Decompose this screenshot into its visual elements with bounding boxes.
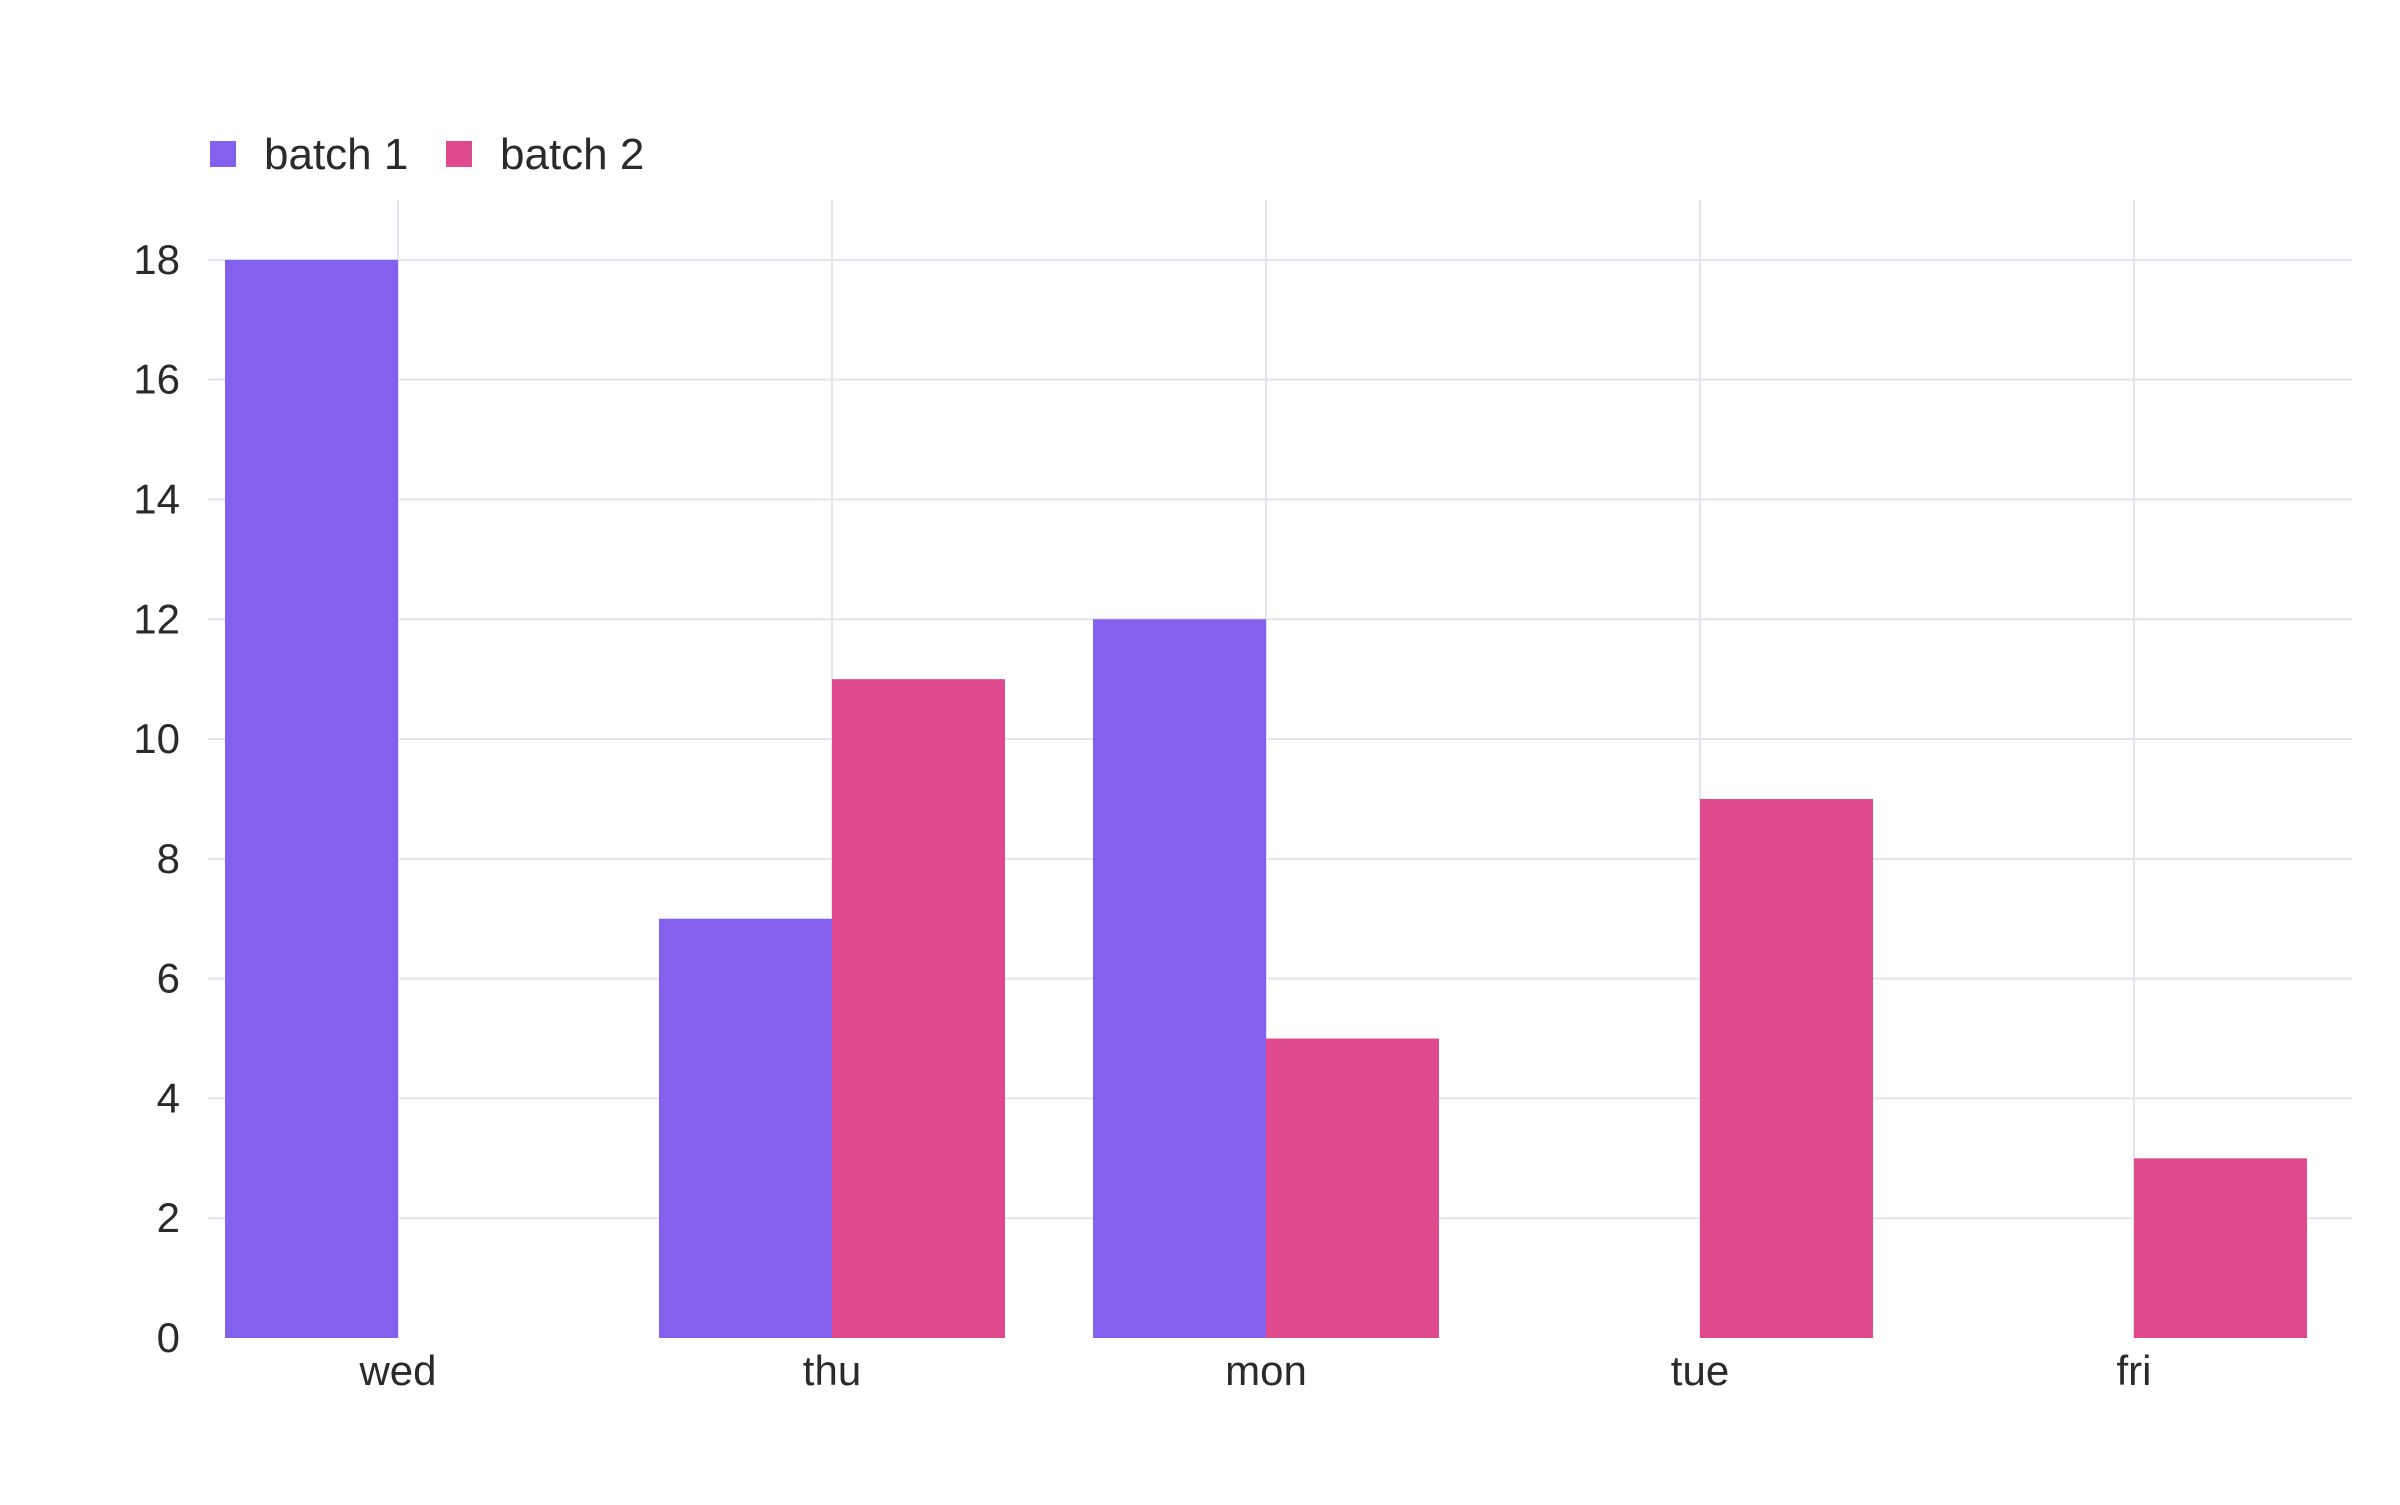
- bar-batch-1-wed[interactable]: [225, 259, 398, 1338]
- bar-batch-2-thu[interactable]: [832, 679, 1005, 1338]
- bars: [225, 259, 2307, 1338]
- y-tick-label: 18: [133, 236, 180, 283]
- x-tick-label: wed: [358, 1347, 436, 1394]
- y-tick-label: 0: [157, 1314, 180, 1361]
- legend-label: batch 1: [264, 130, 408, 179]
- x-tick-label: fri: [2117, 1347, 2152, 1394]
- bar-batch-2-mon[interactable]: [1266, 1038, 1439, 1338]
- y-tick-label: 6: [157, 955, 180, 1002]
- x-tick-label: thu: [803, 1347, 861, 1394]
- legend-swatch: [446, 141, 472, 167]
- legend-swatch: [210, 141, 236, 167]
- bar-batch-2-fri[interactable]: [2134, 1158, 2307, 1338]
- y-tick-label: 8: [157, 835, 180, 882]
- y-tick-label: 2: [157, 1194, 180, 1241]
- y-tick-label: 14: [133, 475, 180, 522]
- y-tick-label: 4: [157, 1074, 180, 1121]
- y-tick-label: 16: [133, 356, 180, 403]
- legend-item-batch-2[interactable]: batch 2: [446, 130, 644, 179]
- x-tick-label: tue: [1671, 1347, 1729, 1394]
- legend-item-batch-1[interactable]: batch 1: [210, 130, 408, 179]
- x-tick-label: mon: [1225, 1347, 1307, 1394]
- legend-label: batch 2: [500, 130, 644, 179]
- x-axis: wed thu mon tue fri: [358, 1347, 2151, 1394]
- y-axis: 0 2 4 6 8 10 12 14 16 18: [133, 236, 180, 1361]
- bar-batch-2-tue[interactable]: [1700, 798, 1873, 1338]
- bar-batch-1-mon[interactable]: [1093, 619, 1266, 1338]
- y-tick-label: 10: [133, 715, 180, 762]
- y-tick-label: 12: [133, 595, 180, 642]
- bar-batch-1-thu[interactable]: [659, 918, 832, 1338]
- legend: batch 1 batch 2: [210, 130, 644, 179]
